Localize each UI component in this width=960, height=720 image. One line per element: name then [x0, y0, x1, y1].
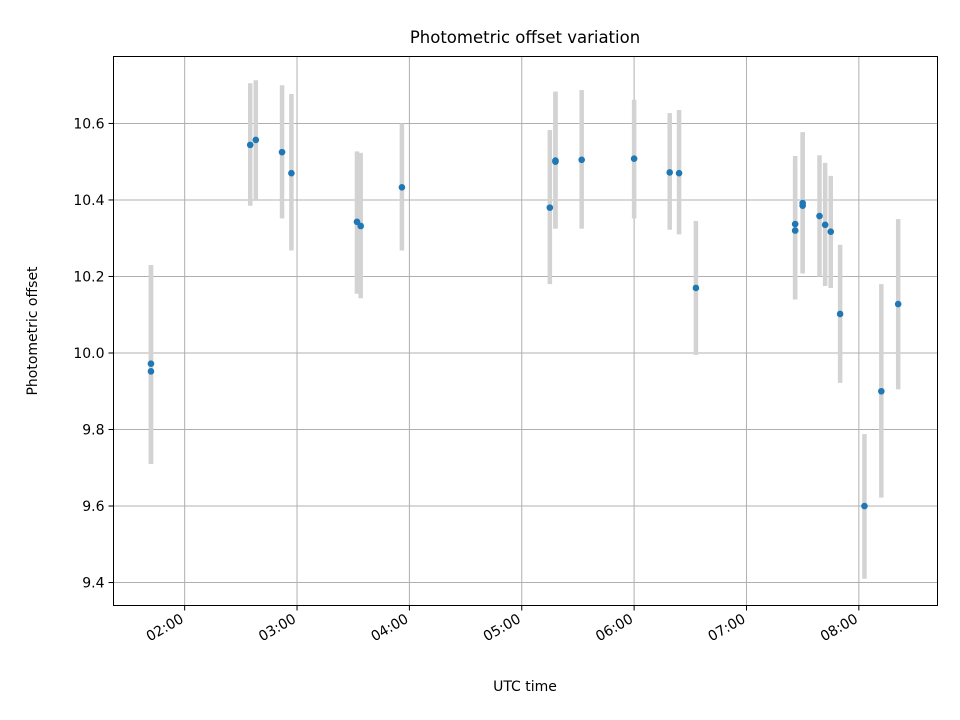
data-point: [692, 284, 700, 292]
data-point: [278, 148, 286, 156]
data-point: [252, 136, 260, 144]
data-point: [816, 212, 823, 220]
data-point: [791, 227, 799, 234]
data-point: [861, 502, 868, 510]
x-axis-label: UTC time: [493, 679, 557, 695]
data-point: [246, 141, 254, 149]
data-point: [147, 368, 155, 375]
y-tick-label: 9.6: [82, 499, 104, 515]
y-tick-label: 9.8: [82, 423, 104, 439]
data-point: [827, 228, 835, 236]
data-point: [799, 199, 806, 207]
data-point: [821, 221, 829, 229]
data-point: [630, 155, 638, 162]
data-point: [666, 169, 673, 176]
data-point: [894, 300, 902, 308]
grid: [113, 56, 938, 606]
data-point: [357, 222, 365, 230]
data-points: [147, 136, 902, 510]
data-point: [398, 184, 406, 191]
data-point: [791, 220, 799, 228]
data-point: [552, 158, 559, 166]
y-tick-label: 10.0: [73, 346, 104, 362]
data-point: [836, 310, 844, 318]
data-point: [353, 218, 361, 226]
data-point: [578, 156, 585, 164]
chart-title: Photometric offset variation: [410, 28, 640, 47]
data-point: [546, 204, 554, 211]
data-point: [878, 387, 885, 395]
plot-frame: [113, 56, 938, 606]
y-tick-label: 10.4: [73, 193, 104, 209]
data-point: [147, 360, 155, 368]
data-point: [675, 169, 683, 177]
y-axis-label: Photometric offset: [25, 266, 41, 396]
y-tick-label: 9.4: [82, 576, 104, 592]
y-axis: 9.4 9.6 9.8 10.0 10.2 10.4 10.6: [73, 116, 114, 592]
data-point: [288, 169, 295, 177]
y-tick-label: 10.2: [73, 269, 104, 285]
y-tick-label: 10.6: [73, 116, 104, 132]
